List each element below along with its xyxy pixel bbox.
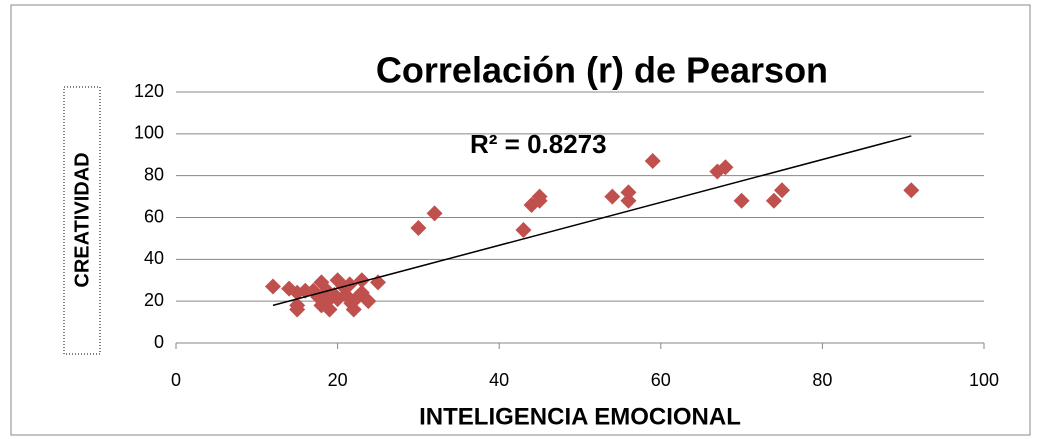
point <box>774 182 790 199</box>
point <box>426 205 443 222</box>
x-tick-label: 60 <box>651 370 671 390</box>
point <box>410 219 427 236</box>
point <box>531 188 548 205</box>
point <box>360 293 377 310</box>
x-tick-label: 20 <box>328 370 348 390</box>
x-axis-label: INTELIGENCIA EMOCIONAL <box>419 403 741 430</box>
x-tick-label: 40 <box>489 370 509 390</box>
point <box>297 282 314 299</box>
y-axis-label: CREATIVIDAD <box>71 152 93 287</box>
y-tick-label: 120 <box>134 81 164 101</box>
point <box>264 278 281 295</box>
chart-title: Correlación (r) de Pearson <box>376 50 828 91</box>
y-tick-label: 80 <box>144 164 164 184</box>
point <box>717 159 734 176</box>
point <box>515 222 532 239</box>
x-tick-label: 0 <box>171 370 181 390</box>
point <box>765 192 782 209</box>
y-tick-label: 20 <box>144 290 164 310</box>
x-tick-label: 100 <box>969 370 999 390</box>
point <box>604 188 621 205</box>
y-tick-label: 60 <box>144 206 164 226</box>
point <box>345 301 362 318</box>
point <box>289 301 306 318</box>
y-tick-label: 0 <box>154 332 164 352</box>
point <box>903 182 920 199</box>
trendline <box>272 135 912 307</box>
chart-border <box>10 4 1031 436</box>
annotation: R² = 0.8273 <box>470 129 607 159</box>
point <box>353 272 370 289</box>
point <box>644 153 661 170</box>
y-label-box <box>63 86 101 355</box>
point <box>620 192 637 209</box>
y-tick-label: 100 <box>134 123 164 143</box>
y-tick-label: 40 <box>144 248 164 268</box>
x-tick-label: 80 <box>812 370 832 390</box>
point <box>620 184 637 201</box>
point <box>321 301 338 318</box>
point <box>733 192 750 209</box>
